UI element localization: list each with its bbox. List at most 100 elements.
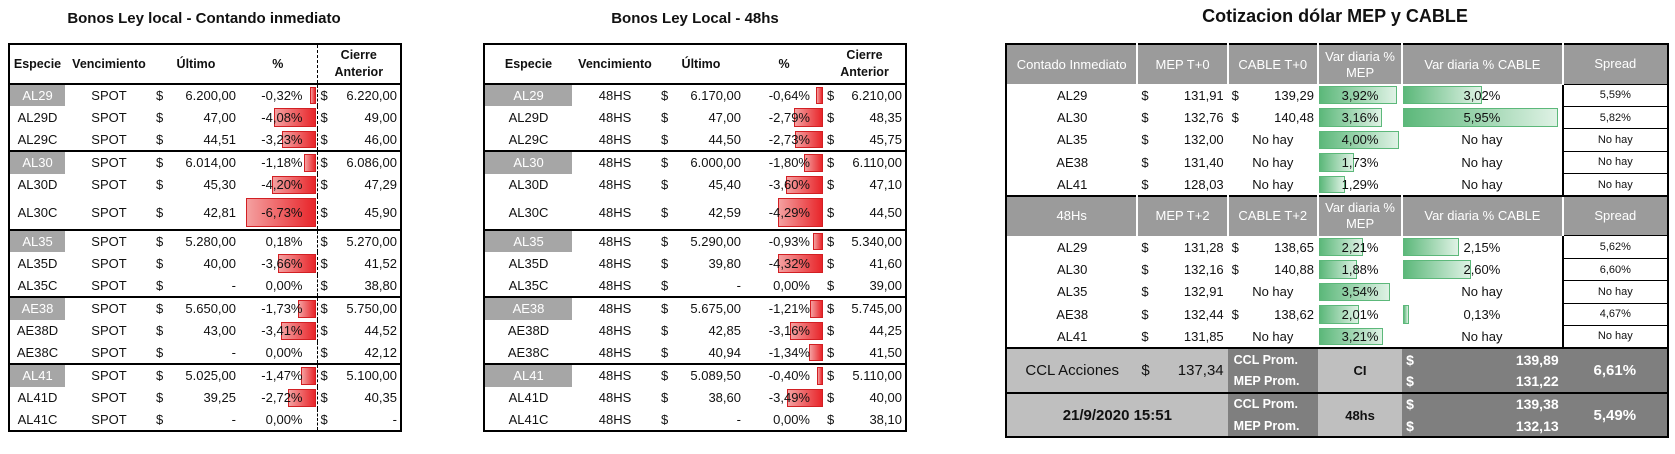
- vencimiento-cell: SPOT: [91, 323, 127, 339]
- ultimo-cell: $5.290,00: [658, 228, 744, 253]
- bono-cell: AL41: [1057, 176, 1088, 192]
- var-mep-bar: [1318, 86, 1397, 105]
- bonds-48-body: AL29 48HS $6.170,00 -0,64% $6.210,00 AL29D 48H…: [483, 84, 907, 433]
- cierre-cell: $49,00: [316, 106, 402, 129]
- col-vencimiento: Vencimiento: [578, 56, 652, 71]
- especie-cell: AL30D: [483, 173, 572, 196]
- spread-cell: 6,60%: [1561, 257, 1669, 282]
- especie-cell: AL30: [483, 150, 572, 174]
- table-row: AL41 48HS $5.089,50 -0,40% $5.110,00: [483, 363, 907, 387]
- col-pct: %: [778, 56, 790, 71]
- table-row: AL35C 48HS $ - 0,00% $39,00: [483, 274, 907, 298]
- var-cable-bar: [1403, 86, 1483, 105]
- middle-table-title: Bonos Ley Local - 48hs: [611, 10, 779, 27]
- col-pct: %: [272, 56, 284, 71]
- cierre-cell: $40,35: [316, 386, 402, 410]
- cierre-cell: $45,90: [316, 195, 402, 230]
- ultimo-cell: $47,00: [156, 110, 236, 126]
- especie-cell: AL35C: [8, 274, 65, 298]
- vencimiento-cell: 48HS: [572, 228, 658, 253]
- vencimiento-cell: 48HS: [572, 296, 658, 320]
- vencimiento-cell: 48HS: [598, 277, 632, 293]
- var-mep-bar: [1318, 130, 1399, 150]
- var-mep-bar: [1318, 260, 1357, 279]
- pct-bar: [795, 130, 823, 149]
- especie-cell: AL29C: [8, 128, 65, 152]
- var-cable-cell: No hay: [1461, 154, 1503, 170]
- pct-bar: [804, 154, 823, 172]
- var-mep-cell: 3,92%: [1318, 84, 1402, 106]
- var-cable-bar: [1403, 305, 1410, 324]
- mep-cell: $131,28: [1141, 239, 1224, 255]
- table-row: AE38 $131,40 No hay 1,73% No hay No hay: [1006, 150, 1669, 175]
- header-row: 48Hs MEP T+2 CABLE T+2 Var diaria % MEP Var …: [1006, 194, 1668, 236]
- var-mep-bar: [1318, 237, 1363, 257]
- ultimo-cell: $ -: [153, 409, 239, 433]
- column-header: MEP T+0: [1137, 44, 1229, 84]
- cierre-cell: $38,10: [824, 409, 907, 433]
- col-cierre: Cierre Anterior: [824, 44, 907, 84]
- table-row: AE38D 48HS $42,85 -3,16% $44,25: [483, 319, 907, 342]
- var-mep-bar: [1318, 108, 1382, 127]
- ultimo-cell: $44,51: [156, 131, 236, 147]
- pct-bar: [810, 300, 823, 318]
- var-mep-bar: [1318, 327, 1383, 345]
- var-mep-bar: [1318, 282, 1390, 302]
- cierre-cell: $6.220,00: [316, 84, 402, 107]
- cierre-cell: $5.270,00: [316, 228, 402, 253]
- pct-cell: -0,40%: [744, 363, 824, 387]
- ultimo-cell: $5.675,00: [658, 296, 744, 320]
- column-header: Spread: [1562, 44, 1668, 84]
- ultimo-cell: $45,30: [156, 177, 236, 193]
- col-especie: Especie: [8, 44, 65, 84]
- pct-cell: -4,20%: [239, 174, 317, 196]
- pct-cell: -2,72%: [239, 387, 317, 409]
- bono-cell: AE38: [1056, 154, 1089, 170]
- especie-cell: AL41D: [483, 386, 572, 410]
- hs48-spread: 5,49%: [1562, 391, 1668, 438]
- cierre-cell: $39,00: [824, 274, 907, 298]
- cierre-cell: $46,00: [316, 128, 402, 152]
- vencimiento-cell: 48HS: [598, 323, 632, 339]
- var-cable-cell: 2,60%: [1402, 258, 1562, 280]
- cierre-cell: $44,52: [316, 319, 402, 342]
- pct-bar: [271, 175, 316, 194]
- var-cable-bar: [1403, 108, 1559, 127]
- table-row: AL30 $132,16 $140,88 1,88% 2,60% 6,60%: [1006, 257, 1669, 282]
- cierre-cell: $41,52: [316, 252, 402, 275]
- col-vencimiento: Vencimiento: [72, 56, 146, 71]
- especie-cell: AE38: [483, 296, 572, 320]
- table-row: AL41 $131,85 No hay 3,21% No hay No hay: [1006, 325, 1669, 349]
- column-header: CABLE T+2: [1227, 194, 1319, 236]
- summary-row-48: 21/9/2020 15:51 CCL Prom. 48hs $139,38 5,49%: [1006, 391, 1668, 438]
- var-cable-cell: No hay: [1461, 132, 1503, 148]
- bonds-ci-body: AL29 SPOT $6.200,00 -0,32% $6.220,00 AL29D SPO…: [8, 84, 402, 433]
- pct-bar: [300, 367, 316, 385]
- cierre-cell: $45,75: [824, 128, 907, 152]
- pct-cell: -3,66%: [239, 252, 317, 274]
- ultimo-cell: $ -: [658, 409, 744, 433]
- pct-cell: -0,93%: [744, 228, 824, 253]
- var-mep-cell: 3,16%: [1318, 106, 1402, 128]
- bono-cell: AL30: [1057, 110, 1088, 126]
- ci-spread: 6,61%: [1562, 346, 1668, 393]
- pct-bar: [273, 108, 316, 127]
- pct-cell: -2,73%: [744, 129, 824, 151]
- column-header: Var diaria % CABLE: [1402, 44, 1564, 84]
- cierre-cell: $38,80: [316, 274, 402, 298]
- hs48-ccl-value: $139,38: [1402, 391, 1563, 416]
- pct-bar: [287, 388, 316, 408]
- bonds-ci-table: Especie Vencimiento Último % Cierre Anter…: [8, 43, 402, 433]
- vencimiento-cell: 48HS: [598, 88, 632, 104]
- ultimo-cell: $6.170,00: [661, 88, 741, 104]
- mep-cell: $128,03: [1141, 176, 1224, 192]
- pct-cell: -3,49%: [744, 387, 824, 409]
- pct-cell: -1,34%: [744, 342, 824, 364]
- especie-cell: AL29C: [483, 128, 572, 152]
- pct-cell: 0,00%: [773, 277, 810, 293]
- vencimiento-cell: 48HS: [598, 390, 632, 406]
- especie-cell: AL30: [8, 150, 65, 174]
- var-mep-cell: 1,73%: [1318, 151, 1402, 173]
- cable-cell: $140,48: [1231, 110, 1314, 126]
- mep-cell: $132,16: [1141, 262, 1224, 278]
